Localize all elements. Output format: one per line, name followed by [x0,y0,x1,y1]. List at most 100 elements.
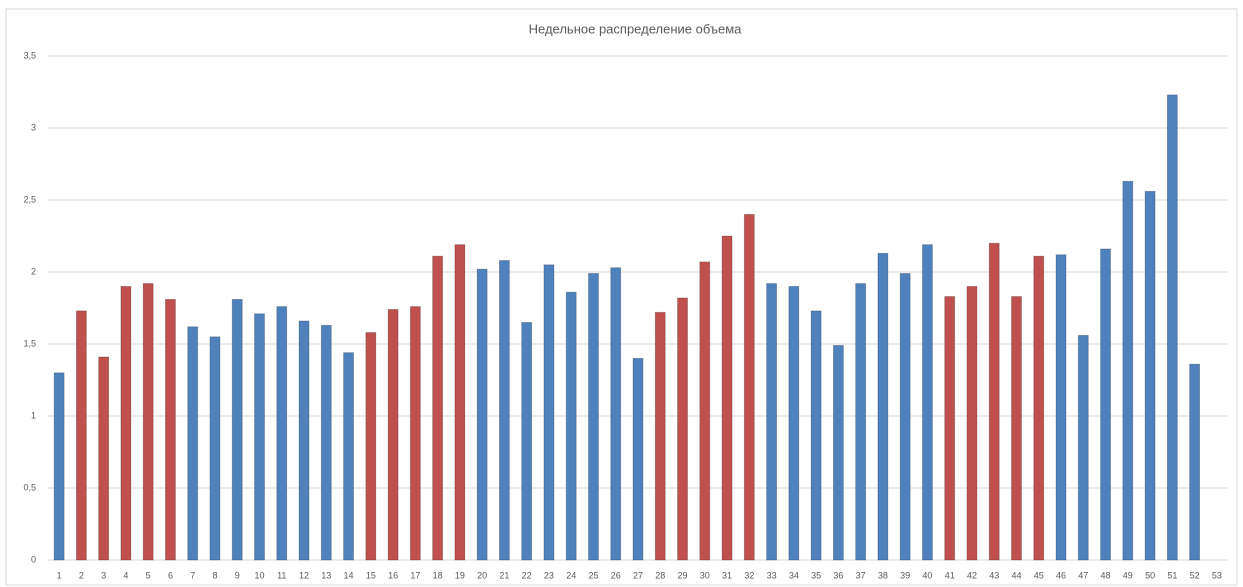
x-tick-label: 4 [123,570,128,580]
x-tick-label: 6 [168,570,173,580]
x-tick-label: 10 [255,570,265,580]
x-tick-label: 8 [212,570,217,580]
bar [632,357,644,561]
x-tick-label: 52 [1190,570,1200,580]
x-tick-label: 41 [945,570,955,580]
bar [365,332,377,561]
y-tick-label: 2,5 [23,194,36,204]
x-tick-label: 2 [79,570,84,580]
bar [1166,94,1178,561]
x-tick-label: 40 [922,570,932,580]
bar [53,372,65,561]
bar [231,298,243,561]
x-tick-label: 28 [655,570,665,580]
bar [588,273,599,561]
y-tick-label: 1,5 [23,338,36,348]
bar [142,283,154,561]
x-tick-label: 14 [344,570,354,580]
bar [677,297,688,561]
x-tick-label: 33 [767,570,777,580]
bar [476,268,488,561]
bar [432,255,444,561]
chart-title: Недельное распределение объема [529,21,743,36]
bar [743,213,755,561]
bar [966,285,978,561]
x-tick-label: 13 [321,570,331,580]
x-tick-label: 17 [410,570,420,580]
x-tick-label: 42 [967,570,977,580]
x-tick-label: 51 [1167,570,1177,580]
bar [766,283,777,561]
bar [610,267,622,561]
bar [855,283,867,561]
x-tick-label: 32 [744,570,754,580]
x-tick-label: 34 [789,570,799,580]
bar [922,244,933,561]
x-tick-label: 3 [101,570,106,580]
x-tick-label: 37 [856,570,866,580]
bar [409,306,421,561]
bar [1077,334,1089,561]
y-tick-label: 3,5 [23,50,36,60]
x-tick-label: 35 [811,570,821,580]
x-tick-label: 31 [722,570,732,580]
bar [1100,248,1111,561]
x-tick-label: 27 [633,570,643,580]
x-tick-label: 36 [833,570,843,580]
bar [276,306,288,561]
x-tick-label: 29 [678,570,688,580]
bar [254,313,265,561]
bar [209,336,221,561]
x-tick-label: 43 [989,570,999,580]
x-tick-label: 22 [522,570,532,580]
bar [543,264,555,561]
bar [298,320,310,561]
x-tick-label: 11 [277,570,286,580]
x-tick-label: 48 [1101,570,1111,580]
x-tick-label: 30 [700,570,710,580]
bar [521,321,533,561]
x-tick-label: 5 [146,570,151,580]
bar [1189,363,1201,561]
x-tick-label: 23 [544,570,554,580]
bar [1011,296,1022,561]
x-tick-label: 26 [611,570,621,580]
bar [832,345,844,561]
bar [499,260,510,561]
bar [120,285,132,561]
bar [899,273,911,561]
bar [1122,180,1134,561]
x-tick-label: 19 [455,570,465,580]
bar [654,311,666,561]
x-tick-label: 12 [299,570,309,580]
x-tick-label: 25 [588,570,598,580]
x-tick-label: 9 [235,570,240,580]
y-tick-label: 1 [31,410,36,420]
bar [454,244,466,561]
y-tick-label: 0 [31,554,36,564]
x-tick-label: 49 [1123,570,1133,580]
bar [98,356,110,561]
x-tick-label: 7 [190,570,195,580]
bar [810,310,822,561]
x-tick-label: 47 [1078,570,1088,580]
bar [75,310,87,561]
bar [721,235,733,561]
x-tick-label: 21 [499,570,509,580]
bar [1033,255,1045,561]
x-tick-label: 38 [878,570,888,580]
bar [320,324,332,561]
bar [165,298,176,561]
x-tick-label: 24 [566,570,576,580]
y-tick-label: 2 [31,266,36,276]
bar [877,252,889,561]
x-tick-label: 1 [57,570,62,580]
bar [988,242,1000,561]
x-tick-label: 44 [1011,570,1021,580]
x-tick-label: 53 [1212,570,1222,580]
x-tick-label: 39 [900,570,910,580]
bar [788,285,800,561]
bar [1055,254,1067,561]
x-tick-label: 16 [388,570,398,580]
